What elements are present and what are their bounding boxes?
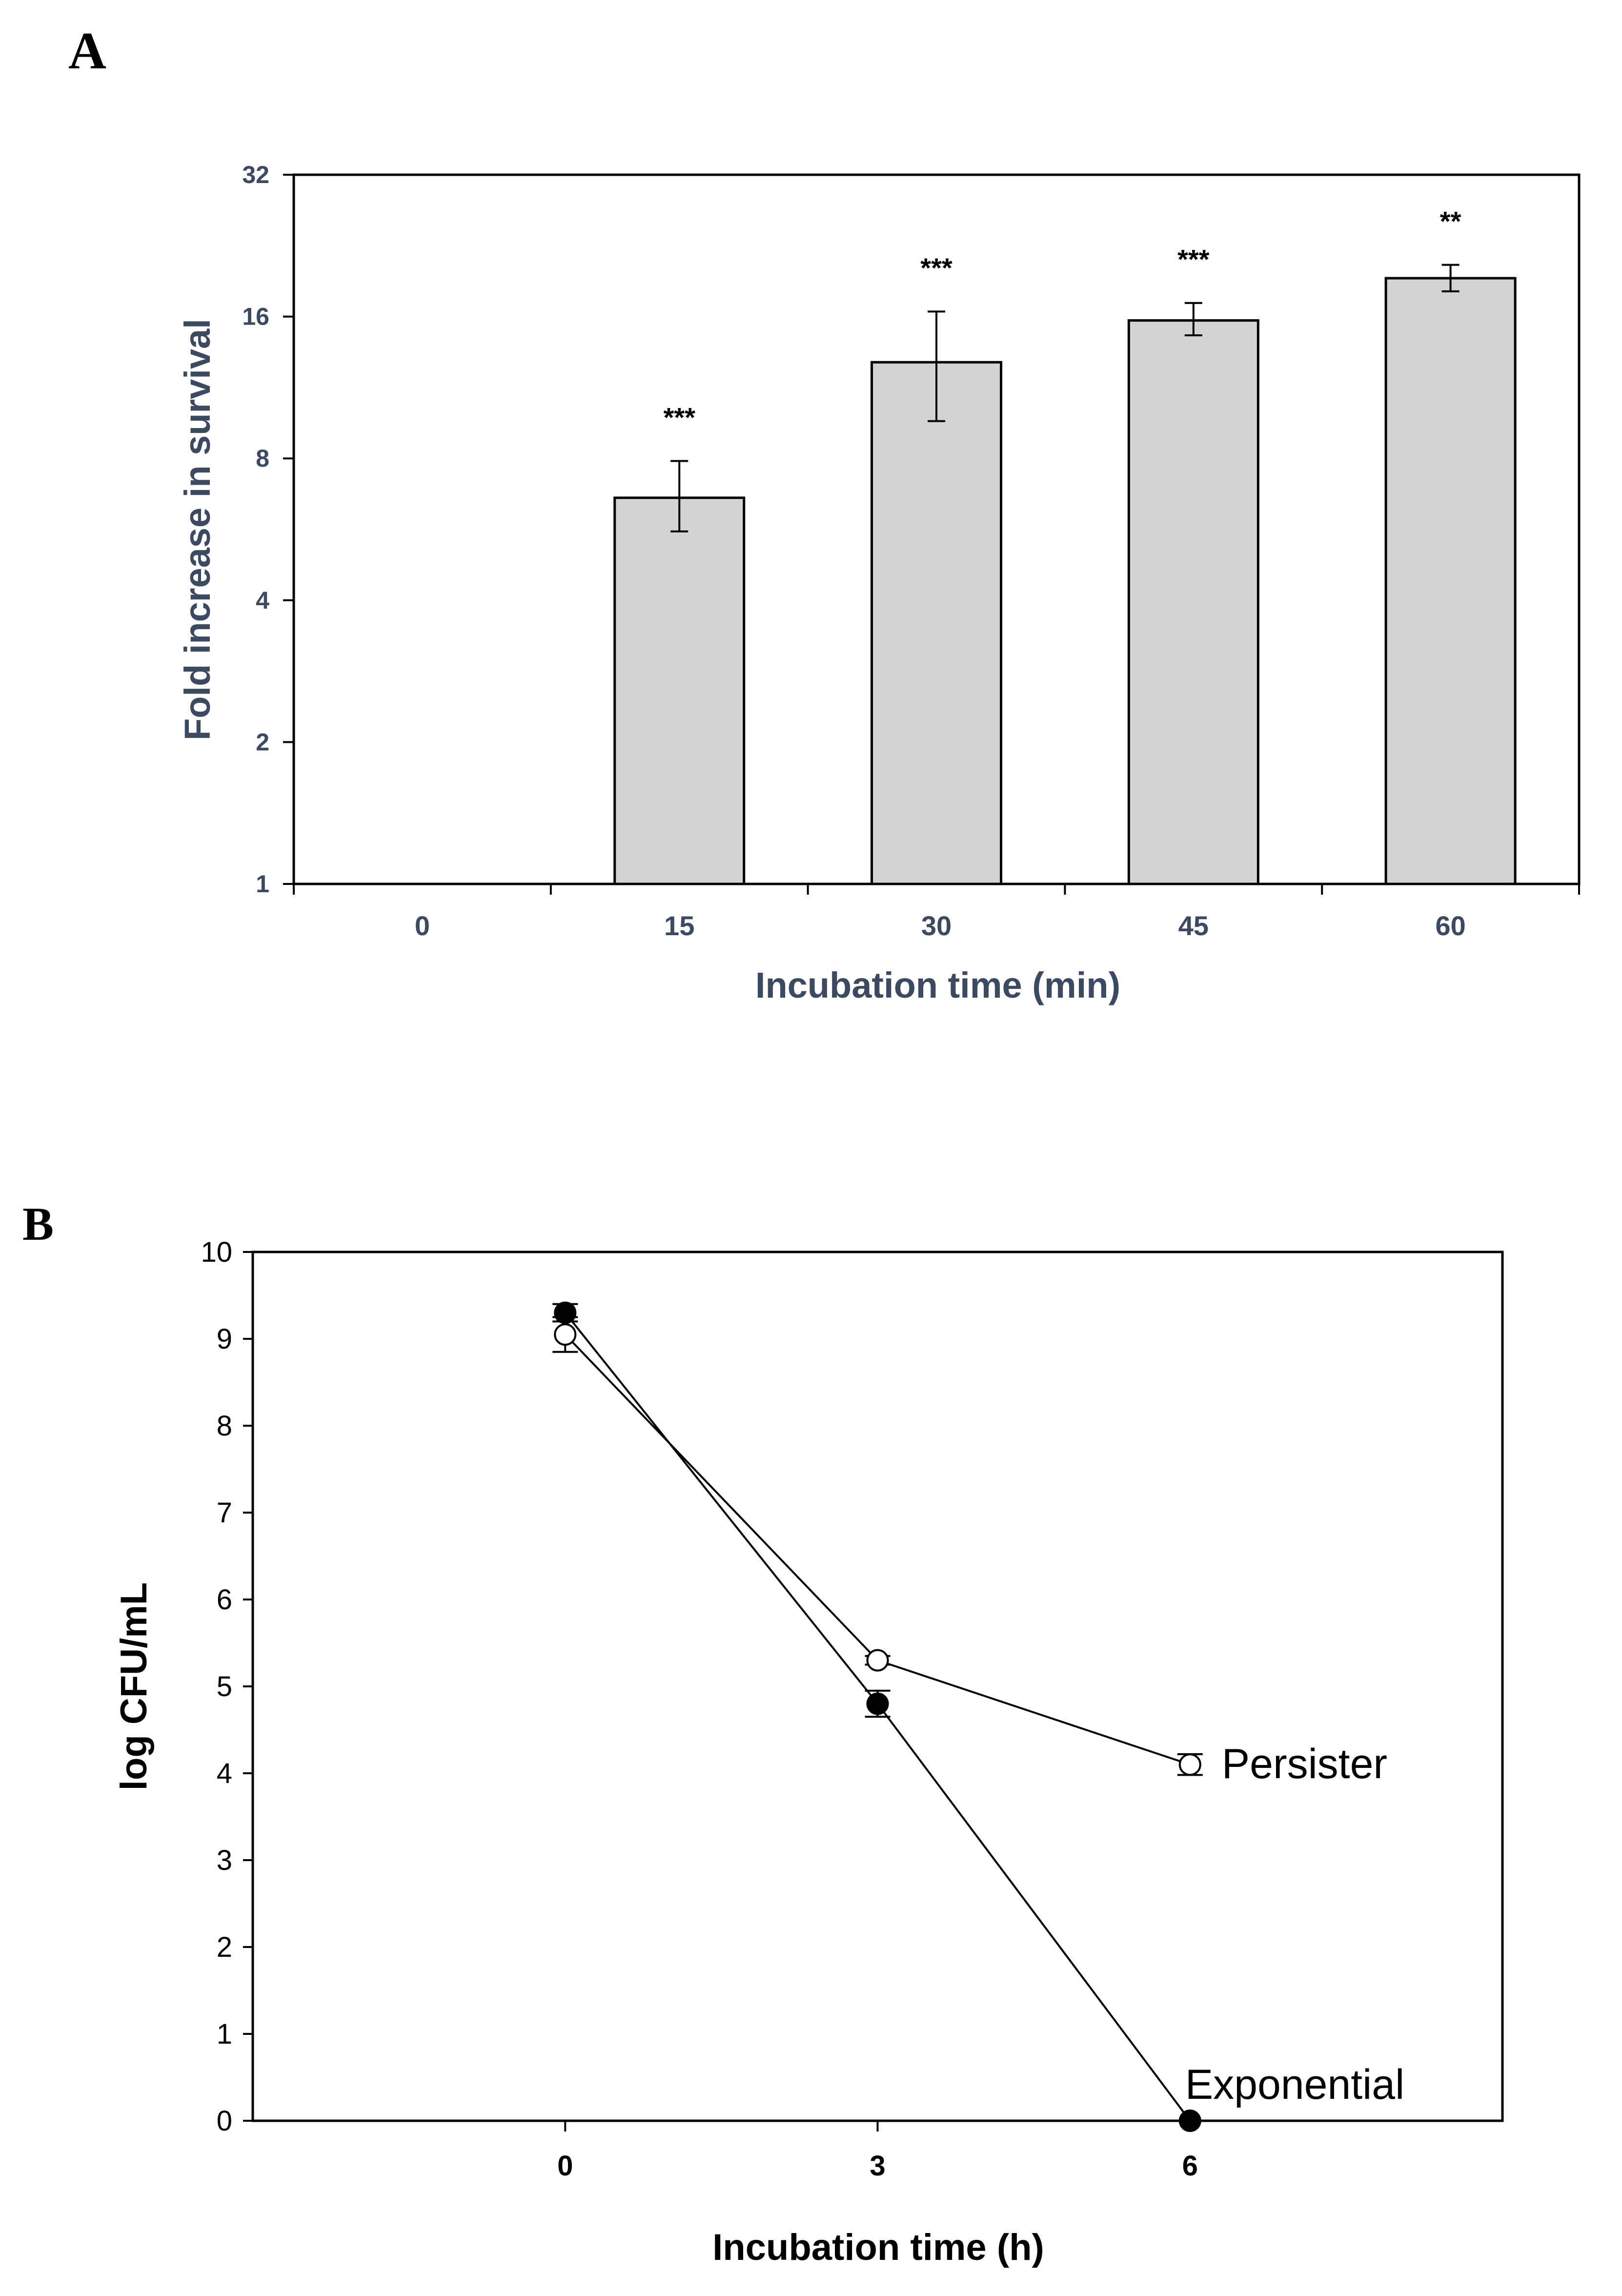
y-tick-label: 16 [242,303,269,330]
y-tick-label: 10 [201,1236,232,1268]
panel-a-letter: A [68,22,106,80]
y-tick-label: 2 [217,1931,232,1963]
panel-b-letter: B [22,1198,54,1250]
panel-b-y-axis-label: log CFU/mL [113,1582,155,1790]
significance-mark: *** [920,252,953,283]
panel-b-plot: 0 1 2 3 4 5 6 7 8 9 10 0 3 6 Persister E… [201,1236,1504,2182]
bar-45 [1127,319,1259,885]
bar-15 [613,496,746,885]
y-tick-label: 8 [217,1410,232,1442]
panel-a-x-ticks: 0 15 30 45 60 [293,884,1580,941]
y-tick-label: 7 [217,1497,232,1529]
significance-mark: ** [1440,206,1461,237]
panel-a-significance-marks: *** *** *** ** [664,206,1461,433]
y-tick-label: 32 [242,161,269,188]
panel-a-plot: *** *** *** ** 1 2 4 8 16 32 0 15 30 45 … [242,161,1581,941]
y-tick-label: 8 [256,445,269,472]
y-tick-label: 5 [217,1671,232,1702]
y-tick-label: 0 [217,2105,232,2137]
data-point-exponential [554,1301,577,1324]
data-point-persister [866,1649,889,1672]
bar-30 [871,361,1002,885]
significance-mark: *** [1177,244,1210,275]
x-tick-label: 3 [870,2150,885,2182]
y-tick-label: 3 [217,1845,232,1876]
bar-60 [1384,277,1517,885]
x-tick-label: 15 [664,910,694,941]
y-tick-label: 4 [256,587,269,614]
series-label-persister: Persister [1222,1741,1387,1787]
y-tick-label: 6 [217,1584,232,1616]
panel-b-x-axis-label: Incubation time (h) [712,2227,1044,2268]
panel-a: A *** *** *** ** 1 2 4 8 16 32 0 15 [68,22,1581,1005]
panel-a-plot-frame [292,173,1581,885]
panel-b-series-labels: Persister Exponential [1185,1741,1404,2108]
panel-a-y-ticks: 1 2 4 8 16 32 [242,161,294,898]
y-tick-label: 1 [256,870,269,898]
x-tick-label: 0 [415,910,430,941]
panel-a-bars [613,277,1517,885]
significance-mark: *** [664,402,696,432]
panel-b-y-ticks: 0 1 2 3 4 5 6 7 8 9 10 [201,1236,253,2137]
panel-b-x-ticks: 0 3 6 [557,2121,1198,2182]
y-tick-label: 4 [217,1758,232,1789]
panel-b-plot-frame [251,1250,1504,2122]
panel-a-x-axis-label: Incubation time (min) [755,965,1120,1005]
series-label-exponential: Exponential [1185,2061,1404,2108]
panel-a-y-axis-label: Fold increase in survival [177,319,218,740]
data-point-persister [554,1323,577,1346]
data-point-exponential [866,1692,889,1715]
x-tick-label: 6 [1182,2150,1198,2182]
x-tick-label: 30 [921,910,952,941]
y-tick-label: 1 [217,2018,232,2050]
panel-b: B 0 1 2 3 4 5 6 7 8 9 10 0 3 6 [22,1198,1504,2268]
x-tick-label: 45 [1178,910,1209,941]
x-tick-label: 0 [557,2150,573,2182]
y-tick-label: 9 [217,1323,232,1355]
y-tick-label: 2 [256,728,269,756]
panel-a-error-bars [670,264,1460,533]
x-tick-label: 60 [1435,910,1465,941]
data-point-persister [1178,1753,1201,1776]
